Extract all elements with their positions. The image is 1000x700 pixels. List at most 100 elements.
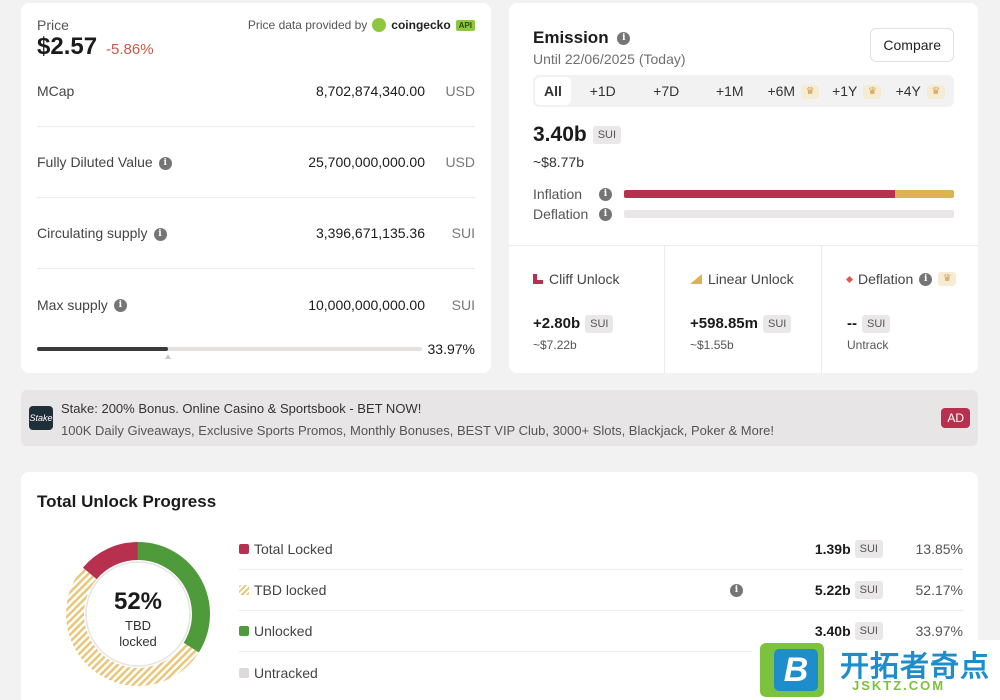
unlock-label: Linear Unlock (708, 271, 794, 287)
donut-center-label-line2: locked (119, 634, 157, 649)
stat-unit: USD (445, 154, 475, 170)
donut-inner-ring (85, 561, 191, 667)
legend-amount: 5.22b (814, 582, 851, 598)
info-icon[interactable]: i (153, 227, 167, 241)
info-icon[interactable]: i (599, 187, 612, 201)
legend-row-untracked[interactable]: Untracked (239, 652, 963, 693)
legend-unit-badge: SUI (854, 581, 883, 599)
tab-label: All (544, 83, 562, 99)
stat-label: Max supply (37, 296, 108, 313)
tab-1y[interactable]: +1Y ♛ (825, 77, 889, 105)
unlock-usd: ~$7.22b (533, 338, 577, 352)
deflation-label: Deflation (533, 206, 589, 222)
legend-row-unlocked[interactable]: Unlocked 3.40b SUI 33.97% (239, 611, 963, 652)
price-provider[interactable]: Price data provided by coingecko API (248, 18, 475, 32)
legend-row-tbd-locked[interactable]: TBD locked i 5.22b SUI 52.17% (239, 570, 963, 611)
linear-unlock-panel: Linear Unlock +598.85m SUI ~$1.55b (666, 246, 822, 373)
legend-row-total-locked[interactable]: Total Locked 1.39b SUI 13.85% (239, 529, 963, 570)
stat-label: Fully Diluted Value (37, 154, 153, 170)
stat-label: MCap (37, 83, 75, 99)
stat-row-circulating: Circulating supply i 3,396,671,135.36 SUI (37, 198, 475, 269)
unlock-unit-badge: SUI (585, 315, 614, 334)
legend-percent: 33.97% (915, 623, 963, 639)
inflation-bar (624, 190, 954, 198)
price-value: $2.57 (37, 33, 98, 60)
ad-banner[interactable]: Stake Stake: 200% Bonus. Online Casino &… (21, 390, 978, 446)
supply-progress-marker (164, 354, 171, 359)
info-icon[interactable]: i (599, 207, 612, 221)
tab-1m[interactable]: +1M (698, 77, 762, 105)
stat-unit: SUI (451, 225, 475, 241)
watermark-logo-letter: B (774, 649, 818, 691)
provider-api-tag: API (455, 19, 475, 31)
info-icon[interactable]: i (617, 32, 631, 46)
info-icon[interactable]: i (919, 272, 933, 286)
coingecko-logo-icon (372, 18, 387, 32)
price-change: -5.86% (106, 41, 154, 58)
tab-label: +4Y (895, 83, 921, 99)
ad-description: 100K Daily Giveaways, Exclusive Sports P… (61, 423, 775, 438)
emission-unit-badge: SUI (592, 126, 622, 145)
inflation-bar-linear-fill (894, 190, 954, 198)
tab-1d[interactable]: +1D (571, 77, 635, 105)
supply-progress-fill (37, 347, 168, 351)
crown-icon: ♛ (863, 85, 882, 100)
unlock-label: Cliff Unlock (549, 271, 620, 287)
deflation-panel: Deflation i ♛ -- SUI Untrack (823, 246, 979, 373)
ad-badge: AD (941, 408, 970, 428)
unlock-donut-chart: 52% TBD locked (64, 540, 212, 688)
tab-label: +1Y (832, 83, 858, 99)
stat-unit: SUI (451, 296, 475, 313)
tab-label: +1M (715, 83, 744, 99)
unlock-value: -- (847, 315, 857, 332)
deflation-bar (624, 210, 954, 218)
price-label: Price (37, 17, 69, 33)
stat-label: Circulating supply (37, 225, 148, 241)
unlock-value: +2.80b (533, 315, 581, 332)
unlock-usd: ~$1.55b (690, 338, 734, 352)
crown-icon: ♛ (938, 272, 957, 286)
provider-prefix: Price data provided by (247, 18, 368, 32)
tbd-locked-swatch (239, 585, 249, 595)
cliff-unlock-icon (533, 274, 543, 284)
emission-amount: 3.40b (533, 123, 587, 146)
donut-center-label-line1: TBD (125, 618, 151, 633)
ad-title[interactable]: Stake: 200% Bonus. Online Casino & Sport… (61, 401, 422, 416)
legend-name: Unlocked (254, 623, 313, 639)
info-icon[interactable]: i (113, 299, 127, 313)
tab-7d[interactable]: +7D (635, 77, 699, 105)
emission-card: Emission i Until 22/06/2025 (Today) Comp… (509, 3, 978, 373)
deflation-row: Deflation i (533, 206, 954, 222)
legend-name: Total Locked (254, 541, 333, 557)
linear-unlock-icon (690, 274, 702, 284)
emission-subtitle: Until 22/06/2025 (Today) (533, 51, 686, 67)
legend-percent: 13.85% (915, 541, 963, 557)
deflation-icon (845, 275, 854, 283)
crown-icon: ♛ (926, 85, 945, 100)
divider (509, 245, 978, 246)
legend-unit-badge: SUI (854, 540, 883, 558)
site-watermark: B 开拓者奇点 JSKTZ.COM (752, 640, 1000, 700)
untracked-swatch (239, 667, 249, 678)
donut-segment-tbd-locked[interactable] (66, 567, 199, 686)
donut-segment-total-locked[interactable] (82, 542, 138, 580)
price-card: Price $2.57 -5.86% Price data provided b… (21, 3, 491, 373)
supply-progress-percent: 33.97% (427, 341, 475, 357)
info-icon[interactable]: i (158, 156, 172, 170)
unlock-progress-card: Total Unlock Progress 52% TBD locked Tota… (21, 472, 978, 700)
tab-6m[interactable]: +6M ♛ (762, 77, 826, 105)
compare-button[interactable]: Compare (870, 28, 954, 62)
legend-unit-badge: SUI (854, 622, 883, 640)
stat-row-mcap: MCap 8,702,874,340.00 USD (37, 56, 475, 127)
watermark-text: 开拓者奇点 (840, 651, 991, 683)
legend-percent: 52.17% (915, 582, 963, 598)
tab-4y[interactable]: +4Y ♛ (889, 77, 953, 105)
tab-all[interactable]: All (535, 77, 571, 105)
tab-label: +6M (767, 83, 796, 99)
emission-title: Emission (533, 28, 609, 47)
donut-segment-unlocked[interactable] (138, 542, 211, 653)
stat-value: 10,000,000,000.00 (308, 296, 425, 313)
legend-name: TBD locked (254, 582, 327, 598)
info-icon[interactable]: i (730, 583, 743, 597)
stake-logo: Stake (29, 406, 53, 430)
